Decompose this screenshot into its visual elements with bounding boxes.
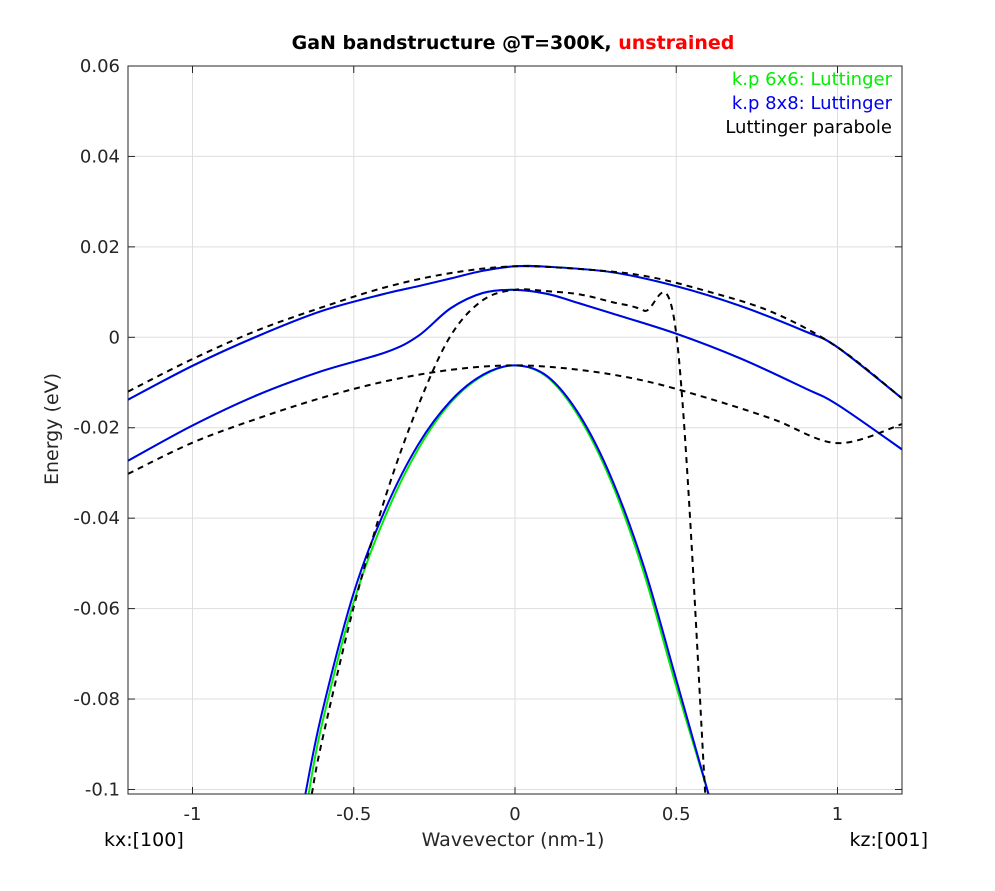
y-tick-labels: 0.06 0.04 0.02 0 -0.02 -0.04 -0.06 -0.08 -0.1 bbox=[73, 56, 120, 800]
y-tick-label: 0.04 bbox=[80, 146, 120, 167]
x-tick-label: 1 bbox=[832, 804, 843, 825]
series-layer bbox=[128, 264, 902, 794]
series-line-luttinger-parabole-8 bbox=[310, 288, 707, 794]
legend-entry-kp6x6: k.p 6x6: Luttinger bbox=[732, 69, 893, 90]
y-tick-label: -0.06 bbox=[73, 599, 120, 620]
series-line-luttinger-parabole-6 bbox=[128, 265, 902, 400]
x-axis-label: Wavevector (nm-1) bbox=[422, 829, 605, 851]
x-left-direction-label: kx:[100] bbox=[104, 829, 184, 851]
y-tick-label: -0.1 bbox=[85, 779, 120, 800]
series-line-k-p-8x8-luttinger-5 bbox=[304, 364, 710, 794]
tick-marks bbox=[128, 65, 902, 794]
x-tick-labels: -1 -0.5 0 0.5 1 bbox=[184, 804, 844, 825]
y-tick-label: 0.06 bbox=[80, 56, 120, 77]
chart-title-main: GaN bandstructure @T=300K, bbox=[292, 32, 612, 54]
legend-entry-parabole: Luttinger parabole bbox=[725, 117, 892, 138]
y-tick-label: 0.02 bbox=[80, 237, 120, 258]
x-tick-label: 0.5 bbox=[662, 804, 691, 825]
y-tick-label: -0.02 bbox=[73, 418, 120, 439]
x-right-direction-label: kz:[001] bbox=[850, 829, 928, 851]
y-tick-label: -0.08 bbox=[73, 689, 120, 710]
legend: k.p 6x6: Luttinger k.p 8x8: Luttinger Lu… bbox=[725, 69, 892, 138]
chart-title: GaN bandstructure @T=300K, unstrained bbox=[292, 32, 735, 54]
legend-entry-kp8x8: k.p 8x8: Luttinger bbox=[732, 93, 893, 114]
x-tick-label: -0.5 bbox=[336, 804, 371, 825]
x-tick-label: 0 bbox=[509, 804, 520, 825]
y-axis-label: Energy (eV) bbox=[41, 373, 63, 485]
y-tick-label: -0.04 bbox=[73, 508, 120, 529]
chart-title-highlight: unstrained bbox=[618, 32, 734, 54]
x-tick-label: -1 bbox=[184, 804, 202, 825]
y-tick-label: 0 bbox=[109, 327, 120, 348]
